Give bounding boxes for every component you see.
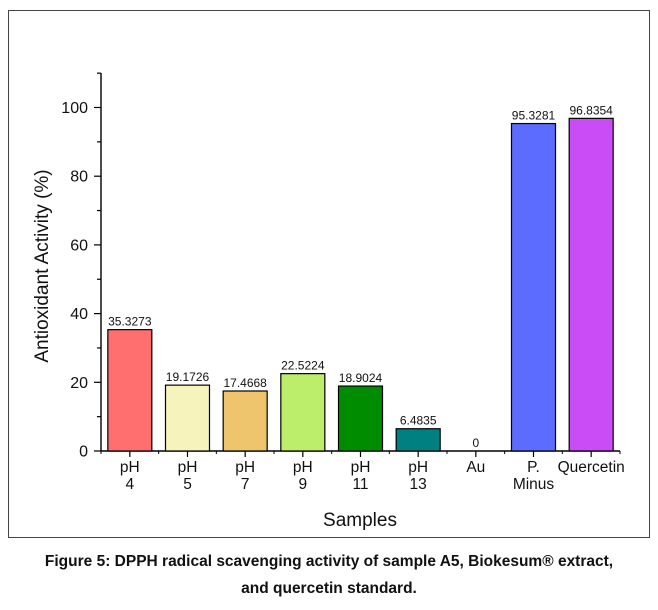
chart-bars: [107, 117, 614, 452]
bar: [222, 390, 268, 452]
bar: [337, 385, 384, 452]
bar: [395, 428, 441, 452]
bar-value-label: 95.3281: [512, 109, 556, 123]
y-tick-labels: 0 20 40 60 80 100: [61, 100, 88, 461]
bar: [280, 373, 326, 452]
x-tick-label: 4: [126, 476, 135, 493]
x-tick-label: 11: [352, 476, 368, 493]
x-tick-label: pH: [408, 459, 428, 476]
bar-value-label: 19.1726: [166, 370, 210, 384]
x-tick-label: pH: [178, 459, 198, 476]
x-tick-label: Minus: [513, 476, 555, 493]
x-tick-label: pH: [120, 459, 140, 476]
bar: [107, 329, 153, 452]
x-tick-label: pH: [235, 459, 255, 476]
bar-value-label: 22.5224: [281, 359, 325, 373]
bar-value-label: 96.8354: [569, 103, 613, 117]
x-tick-label: 13: [410, 476, 427, 493]
bar-chart: 35.3273 19.1726 17.4668 22.5224 18.9024 6.483…: [32, 72, 625, 531]
x-tick-label: Quercetin: [558, 459, 625, 476]
y-tick-label: 0: [79, 444, 88, 461]
bar: [164, 384, 211, 452]
bar-value-label: 6.4835: [400, 414, 437, 428]
chart-data-labels: 35.3273 19.1726 17.4668 22.5224 18.9024 6.483…: [108, 103, 613, 450]
y-tick-label: 40: [70, 306, 88, 323]
y-tick-label: 60: [70, 237, 88, 254]
x-tick-label: P.: [527, 459, 540, 476]
x-tick-label: pH: [293, 459, 313, 476]
bar: [510, 122, 557, 452]
bar: [568, 117, 614, 452]
figure-caption: Figure 5: DPPH radical scavenging activi…: [0, 548, 658, 602]
y-tick-label: 100: [61, 100, 88, 117]
x-tick-label: pH: [351, 459, 371, 476]
x-tick-label: Au: [466, 459, 485, 476]
caption-line-1: Figure 5: DPPH radical scavenging activi…: [44, 553, 614, 570]
bar-value-label: 18.9024: [339, 371, 383, 385]
y-tick-label: 80: [70, 169, 88, 186]
bar-value-label: 35.3273: [108, 315, 152, 329]
x-tick-label: 7: [241, 476, 250, 493]
y-tick-label: 20: [70, 375, 88, 392]
bar-value-label: 0: [472, 436, 479, 450]
x-axis-label: Samples: [323, 510, 397, 531]
caption-line-2: and quercetin standard.: [241, 580, 417, 597]
bar-value-label: 17.4668: [223, 376, 267, 390]
y-axis-label: Antioxidant Activity (%): [32, 169, 53, 362]
x-tick-label: 5: [183, 476, 192, 493]
x-tick-label: 9: [299, 476, 308, 493]
